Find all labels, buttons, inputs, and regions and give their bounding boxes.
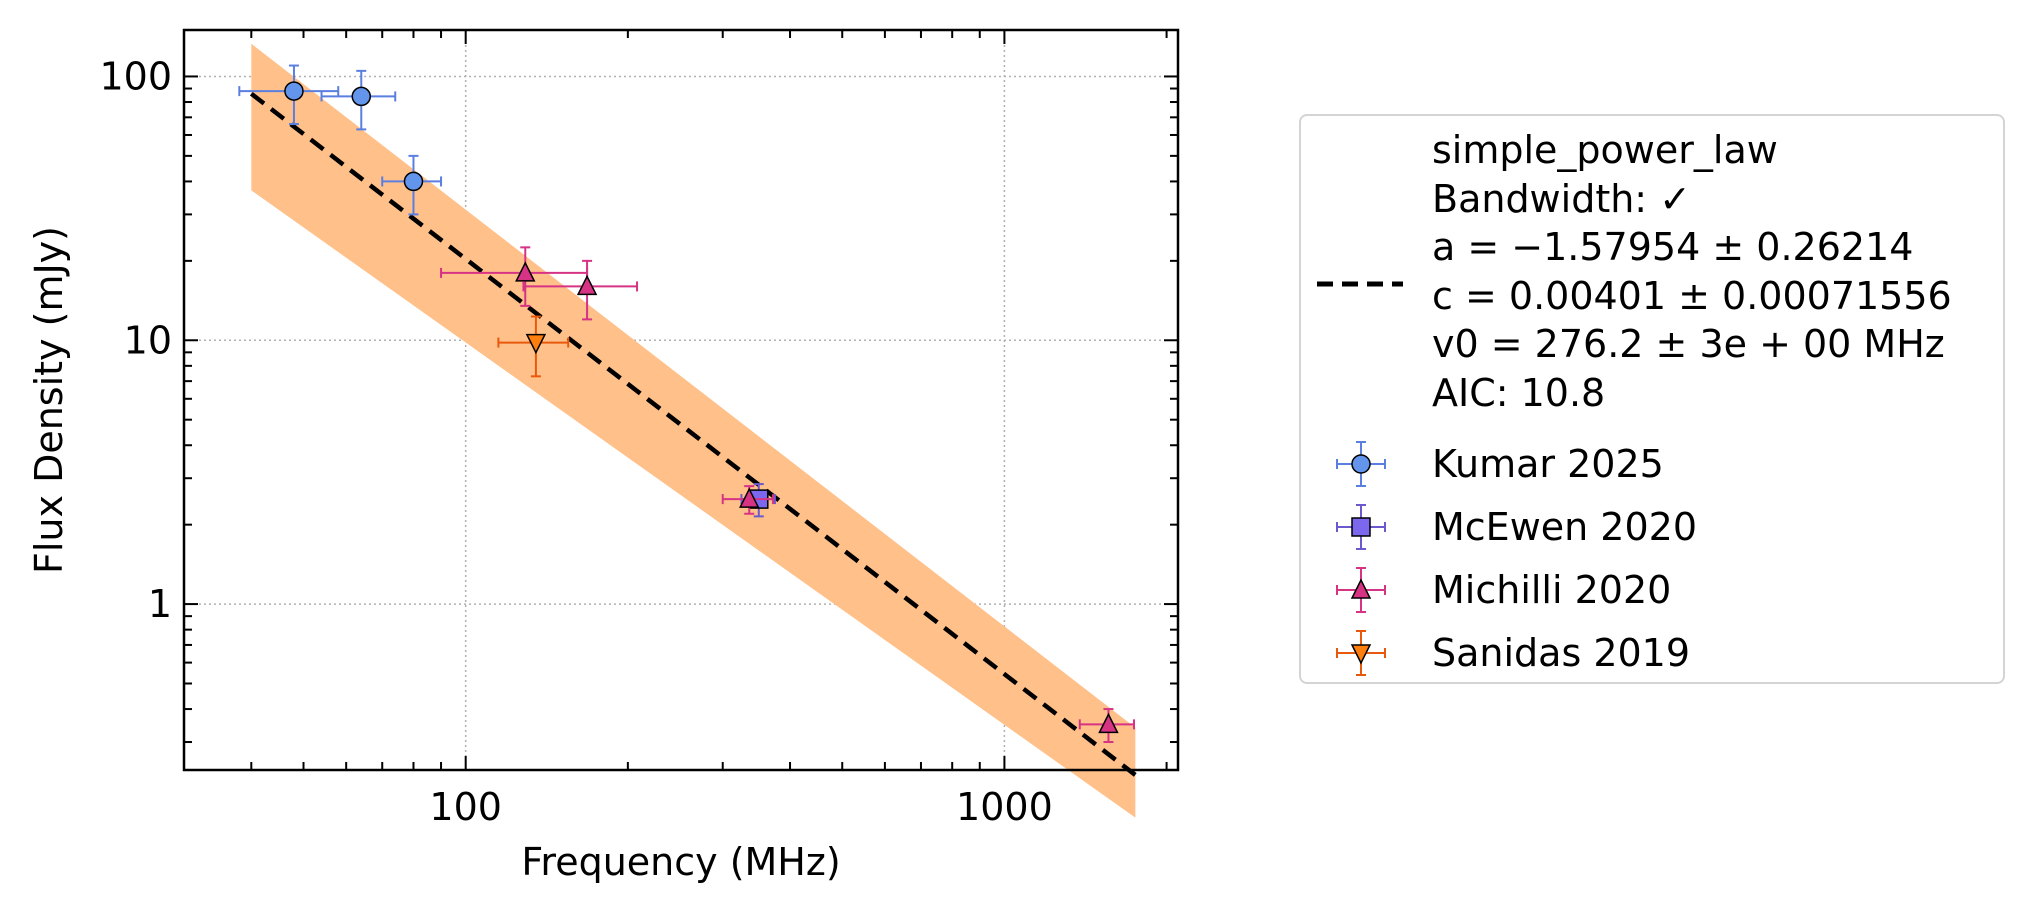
legend-point-marker <box>1351 454 1371 474</box>
data-point <box>1078 708 1136 744</box>
plot-frame <box>182 28 1180 772</box>
legend-point-marker <box>1351 517 1371 537</box>
fit-param-a: a = −1.57954 ± 0.26214 <box>1432 225 1914 269</box>
point-marker <box>525 333 547 355</box>
legend-point-marker <box>1350 644 1372 665</box>
y-axis-label: Flux Density (mJy) <box>27 226 71 574</box>
fit-model-name: simple_power_law <box>1432 128 1778 172</box>
fit-summary: simple_power_law Bandwidth: ✓ a = −1.579… <box>1432 126 1952 417</box>
data-point <box>497 315 570 378</box>
fit-param-c: c = 0.00401 ± 0.00071556 <box>1432 273 1952 318</box>
data-point <box>238 64 340 126</box>
fit-line <box>249 91 1137 777</box>
data-point <box>721 485 775 515</box>
point-marker <box>284 81 304 101</box>
series-sanidas-2019 <box>497 315 570 378</box>
fit-line-swatch <box>1317 281 1403 287</box>
legend-marker-triangle-up <box>1336 567 1386 613</box>
data-point <box>320 69 397 131</box>
axis-ticks <box>183 30 1178 770</box>
point-marker <box>351 86 372 107</box>
data-point <box>381 154 443 216</box>
fit-aic: AIC: 10.8 <box>1432 370 1606 415</box>
point-marker <box>403 171 424 192</box>
point-marker <box>576 274 598 296</box>
data-point <box>522 259 639 321</box>
x-tick-label: 1000 <box>956 785 1053 829</box>
legend-marker-square <box>1336 504 1386 550</box>
legend-item-mcewen-2020: McEwen 2020 <box>1301 497 2001 557</box>
fit-line-layer <box>249 91 1137 777</box>
series-michilli-2020 <box>440 246 1136 744</box>
fit-param-v0: v0 = 276.2 ± 3e + 00 MHz <box>1432 322 1945 366</box>
tick-labels: 100 1000 1 10 100 <box>99 54 1052 829</box>
point-marker <box>1098 712 1119 734</box>
legend-item-kumar-2025: Kumar 2025 <box>1301 434 2001 494</box>
legend-item-sanidas-2019: Sanidas 2019 <box>1301 623 2001 683</box>
point-marker <box>739 487 760 508</box>
legend-marker-triangle-down <box>1336 630 1386 676</box>
legend-label: Sanidas 2019 <box>1432 631 1691 675</box>
legend-marker-circle <box>1336 441 1386 487</box>
data-points-layer <box>238 64 1136 744</box>
legend-point-marker <box>1350 578 1372 599</box>
y-tick-label: 100 <box>99 54 172 98</box>
fit-uncertainty-band-layer <box>251 43 1136 818</box>
legend-label: Kumar 2025 <box>1432 442 1664 486</box>
fit-uncertainty-band <box>251 43 1136 818</box>
y-tick-label: 10 <box>124 318 172 362</box>
point-marker <box>515 261 536 282</box>
legend: simple_power_law Bandwidth: ✓ a = −1.579… <box>1299 114 2005 684</box>
legend-label: McEwen 2020 <box>1432 505 1698 549</box>
series-kumar-2025 <box>238 64 443 216</box>
legend-label: Michilli 2020 <box>1432 568 1672 612</box>
y-tick-label: 1 <box>148 582 172 626</box>
legend-item-michilli-2020: Michilli 2020 <box>1301 560 2001 620</box>
fit-bandwidth: Bandwidth: ✓ <box>1432 176 1692 221</box>
x-axis-label: Frequency (MHz) <box>521 840 840 884</box>
x-tick-label: 100 <box>429 785 502 829</box>
